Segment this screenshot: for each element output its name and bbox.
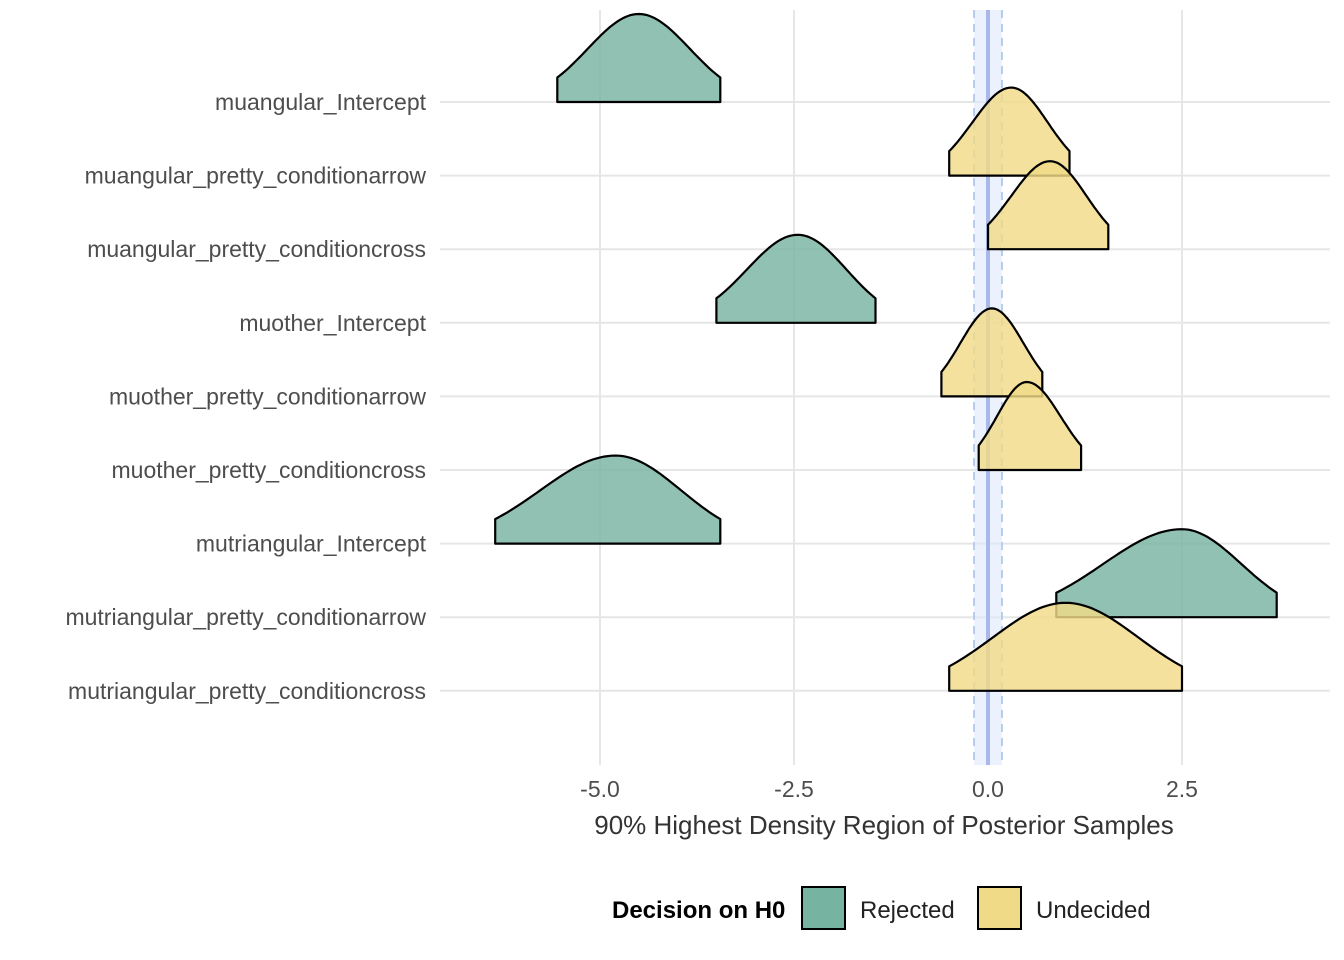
density-ridge [977, 380, 1083, 472]
grid-lines [440, 10, 1330, 765]
density-ridge [1055, 528, 1278, 619]
legend: Decision on H0 Rejected Undecided [612, 886, 1151, 930]
x-axis-title: 90% Highest Density Region of Posterior … [594, 810, 1174, 840]
density-ridge [986, 160, 1110, 251]
x-tick-label: 0.0 [972, 776, 1004, 802]
density-ridge [948, 601, 1184, 692]
density-ridges [494, 12, 1278, 692]
x-tick-label: -2.5 [774, 776, 814, 802]
y-tick-label: muangular_pretty_conditionarrow [85, 163, 427, 189]
y-tick-label: muother_pretty_conditioncross [112, 457, 427, 483]
legend-label-rejected: Rejected [860, 897, 955, 924]
y-tick-labels: muangular_Intercept muangular_pretty_cond… [65, 89, 426, 704]
legend-title: Decision on H0 [612, 897, 785, 924]
y-tick-label: muangular_pretty_conditioncross [87, 236, 426, 262]
y-tick-label: muother_pretty_conditionarrow [109, 383, 426, 409]
y-tick-label: mutriangular_pretty_conditioncross [68, 678, 426, 704]
y-tick-label: mutriangular_pretty_conditionarrow [65, 604, 426, 630]
density-ridge [715, 233, 877, 324]
y-tick-label: muother_Intercept [239, 310, 426, 336]
legend-swatch-undecided [977, 886, 1022, 930]
density-ridge [940, 307, 1044, 398]
y-tick-label: mutriangular_Intercept [196, 531, 427, 557]
x-tick-label: 2.5 [1166, 776, 1198, 802]
legend-label-undecided: Undecided [1036, 897, 1151, 924]
y-tick-label: muangular_Intercept [215, 89, 427, 115]
density-ridge [494, 454, 722, 545]
density-ridge [556, 12, 722, 104]
x-tick-label: -5.0 [580, 776, 620, 802]
density-ridge [948, 86, 1071, 177]
legend-swatch-rejected [801, 886, 846, 930]
x-tick-labels: -5.0 -2.5 0.0 2.5 [580, 776, 1198, 802]
